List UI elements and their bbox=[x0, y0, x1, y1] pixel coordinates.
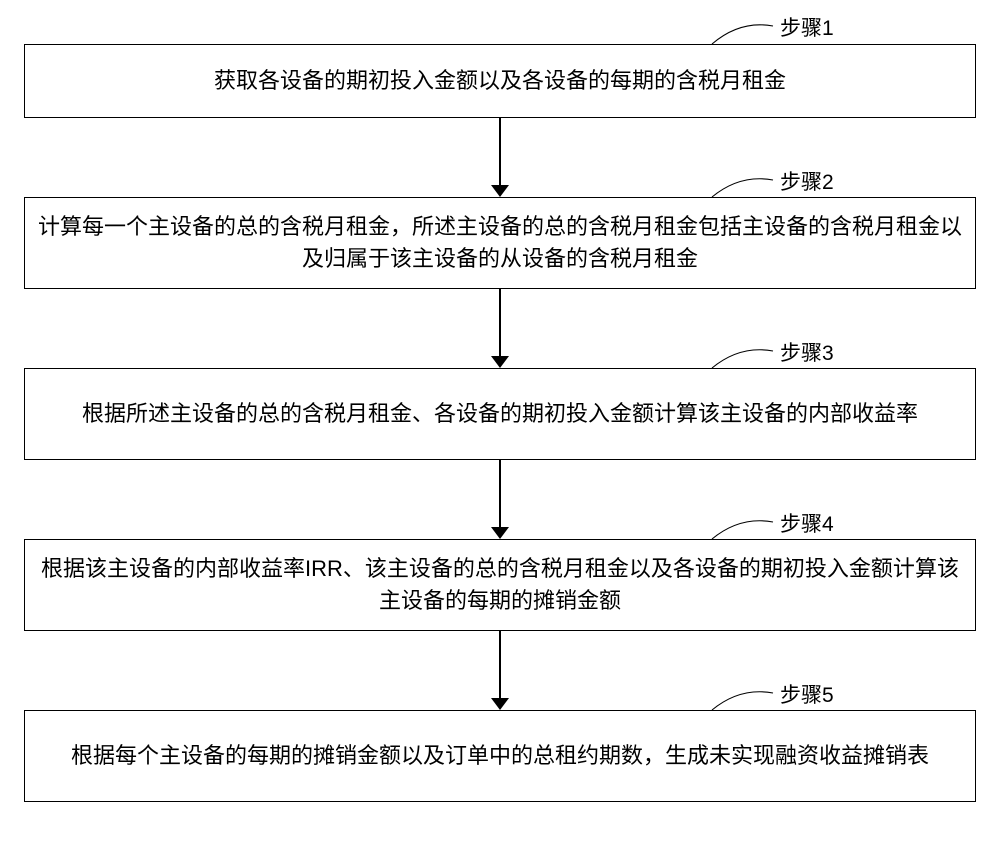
flow-arrow-2 bbox=[489, 287, 511, 370]
flow-step-label-2: 步骤2 bbox=[780, 166, 834, 196]
flow-step-5: 根据每个主设备的每期的摊销金额以及订单中的总租约期数，生成未实现融资收益摊销表 bbox=[24, 710, 976, 802]
leader-line bbox=[708, 341, 777, 372]
flow-step-label-5: 步骤5 bbox=[780, 679, 834, 709]
flow-step-text: 计算每一个主设备的总的含税月租金，所述主设备的总的含税月租金包括主设备的含税月租… bbox=[37, 211, 963, 275]
flow-step-2: 计算每一个主设备的总的含税月租金，所述主设备的总的含税月租金包括主设备的含税月租… bbox=[24, 197, 976, 289]
flow-step-1: 获取各设备的期初投入金额以及各设备的每期的含税月租金 bbox=[24, 44, 976, 118]
flow-step-3: 根据所述主设备的总的含税月租金、各设备的期初投入金额计算该主设备的内部收益率 bbox=[24, 368, 976, 460]
leader-line bbox=[708, 683, 777, 714]
flow-step-text: 获取各设备的期初投入金额以及各设备的每期的含税月租金 bbox=[214, 65, 786, 97]
flow-step-text: 根据每个主设备的每期的摊销金额以及订单中的总租约期数，生成未实现融资收益摊销表 bbox=[71, 740, 929, 772]
flow-step-text: 根据所述主设备的总的含税月租金、各设备的期初投入金额计算该主设备的内部收益率 bbox=[82, 398, 918, 430]
flow-step-label-1: 步骤1 bbox=[780, 12, 834, 42]
flow-step-label-4: 步骤4 bbox=[780, 508, 834, 538]
flow-arrow-4 bbox=[489, 629, 511, 712]
leader-line bbox=[708, 170, 777, 201]
flow-step-text: 根据该主设备的内部收益率IRR、该主设备的总的含税月租金以及各设备的期初投入金额… bbox=[37, 553, 963, 617]
flow-step-4: 根据该主设备的内部收益率IRR、该主设备的总的含税月租金以及各设备的期初投入金额… bbox=[24, 539, 976, 631]
flow-arrow-1 bbox=[489, 116, 511, 199]
leader-line bbox=[708, 512, 777, 543]
flow-arrow-3 bbox=[489, 458, 511, 541]
flow-step-label-3: 步骤3 bbox=[780, 337, 834, 367]
flowchart-canvas: 获取各设备的期初投入金额以及各设备的每期的含税月租金 步骤1 计算每一个主设备的总的… bbox=[0, 0, 1000, 851]
leader-line bbox=[708, 16, 777, 48]
